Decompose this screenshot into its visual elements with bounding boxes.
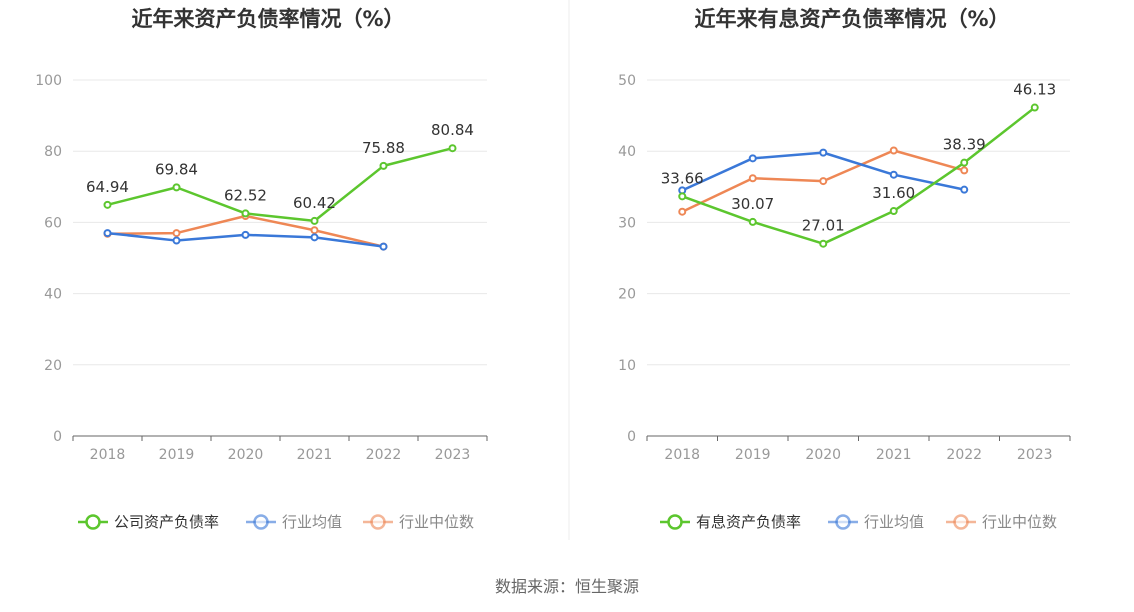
y-tick-label: 0 — [627, 429, 636, 445]
legend-marker-icon — [835, 514, 851, 530]
legend-item-median[interactable]: 行业中位数 — [946, 513, 1057, 531]
legend-marker-icon — [953, 514, 969, 530]
data-point-avg[interactable] — [819, 148, 828, 157]
data-point-company[interactable] — [241, 209, 250, 218]
data-label: 69.84 — [155, 160, 198, 178]
legend-label: 有息资产负债率 — [696, 513, 801, 531]
legend-marker-icon — [85, 514, 101, 530]
x-tick-label: 2021 — [876, 447, 912, 463]
data-point-median[interactable] — [172, 229, 181, 238]
y-tick-label: 0 — [53, 429, 62, 445]
x-tick-label: 2018 — [664, 447, 700, 463]
data-label: 46.13 — [1013, 81, 1056, 99]
data-point-avg[interactable] — [960, 185, 969, 194]
y-tick-label: 20 — [44, 358, 62, 374]
data-point-avg[interactable] — [310, 233, 319, 242]
x-tick-label: 2021 — [297, 447, 333, 463]
data-point-company[interactable] — [379, 161, 388, 170]
legend-label: 行业中位数 — [399, 513, 474, 531]
data-label: 62.52 — [224, 186, 267, 204]
y-tick-label: 20 — [618, 287, 636, 303]
legend-item-avg[interactable]: 行业均值 — [828, 513, 924, 531]
data-point-company[interactable] — [889, 207, 898, 216]
data-point-company[interactable] — [960, 158, 969, 167]
y-tick-label: 40 — [618, 144, 636, 160]
data-point-company[interactable] — [172, 183, 181, 192]
y-tick-label: 30 — [618, 215, 636, 231]
legend-item-avg[interactable]: 行业均值 — [246, 513, 342, 531]
y-tick-label: 60 — [44, 215, 62, 231]
data-point-avg[interactable] — [241, 230, 250, 239]
x-tick-label: 2022 — [946, 447, 982, 463]
data-label: 33.66 — [661, 169, 704, 187]
legend-label: 行业均值 — [282, 513, 342, 531]
source-note: 数据来源：恒生聚源 — [495, 577, 639, 596]
legend-marker-icon — [667, 514, 683, 530]
data-point-median[interactable] — [678, 207, 687, 216]
data-label: 31.60 — [872, 184, 915, 202]
y-tick-label: 80 — [44, 144, 62, 160]
x-tick-label: 2020 — [228, 447, 264, 463]
y-tick-label: 50 — [618, 73, 636, 89]
x-tick-label: 2019 — [735, 447, 771, 463]
x-tick-label: 2020 — [805, 447, 841, 463]
series-line-company — [107, 146, 453, 223]
data-point-company[interactable] — [1030, 103, 1039, 112]
data-point-avg[interactable] — [379, 242, 388, 251]
y-tick-label: 100 — [35, 73, 62, 89]
chart-title: 近年来有息资产负债率情况（%） — [694, 7, 1009, 31]
data-point-median[interactable] — [310, 226, 319, 235]
data-point-company[interactable] — [103, 200, 112, 209]
data-point-company[interactable] — [748, 217, 757, 226]
data-point-company[interactable] — [678, 192, 687, 201]
chart-title: 近年来资产负债率情况（%） — [131, 7, 404, 31]
y-tick-label: 40 — [44, 287, 62, 303]
data-point-company[interactable] — [448, 144, 457, 153]
legend-item-company[interactable]: 公司资产负债率 — [78, 513, 219, 531]
data-label: 30.07 — [731, 195, 774, 213]
data-point-median[interactable] — [889, 146, 898, 155]
data-point-avg[interactable] — [103, 229, 112, 238]
legend-item-company[interactable]: 有息资产负债率 — [660, 513, 801, 531]
legend-item-median[interactable]: 行业中位数 — [363, 513, 474, 531]
data-label: 27.01 — [802, 217, 845, 235]
legend-label: 行业中位数 — [982, 513, 1057, 531]
data-point-avg[interactable] — [172, 236, 181, 245]
data-point-company[interactable] — [310, 216, 319, 225]
data-point-median[interactable] — [748, 174, 757, 183]
data-label: 75.88 — [362, 139, 405, 157]
data-point-median[interactable] — [819, 177, 828, 186]
data-point-avg[interactable] — [889, 170, 898, 179]
legend-marker-icon — [370, 514, 386, 530]
x-tick-label: 2022 — [366, 447, 402, 463]
series-line-company — [681, 106, 1036, 245]
chart-panel-debt-ratio: 近年来资产负债率情况（%） 0 20 40 60 80 100 2018 2019 2020 202… — [35, 7, 488, 531]
legend-label: 行业均值 — [864, 513, 924, 531]
x-tick-label: 2019 — [159, 447, 195, 463]
y-tick-label: 10 — [618, 358, 636, 374]
data-point-avg[interactable] — [748, 154, 757, 163]
x-tick-label: 2023 — [1017, 447, 1053, 463]
data-point-median[interactable] — [960, 166, 969, 175]
data-label: 60.42 — [293, 194, 336, 212]
data-point-company[interactable] — [819, 239, 828, 248]
x-tick-label: 2018 — [90, 447, 126, 463]
x-tick-label: 2023 — [435, 447, 471, 463]
legend-label: 公司资产负债率 — [114, 513, 219, 531]
data-label: 64.94 — [86, 178, 129, 196]
chart-panel-interest-debt-ratio: 近年来有息资产负债率情况（%） 0 10 20 30 40 50 2018 2019 2020 20… — [618, 7, 1071, 531]
legend-marker-icon — [253, 514, 269, 530]
data-label: 38.39 — [943, 136, 986, 154]
data-label: 80.84 — [431, 121, 474, 139]
